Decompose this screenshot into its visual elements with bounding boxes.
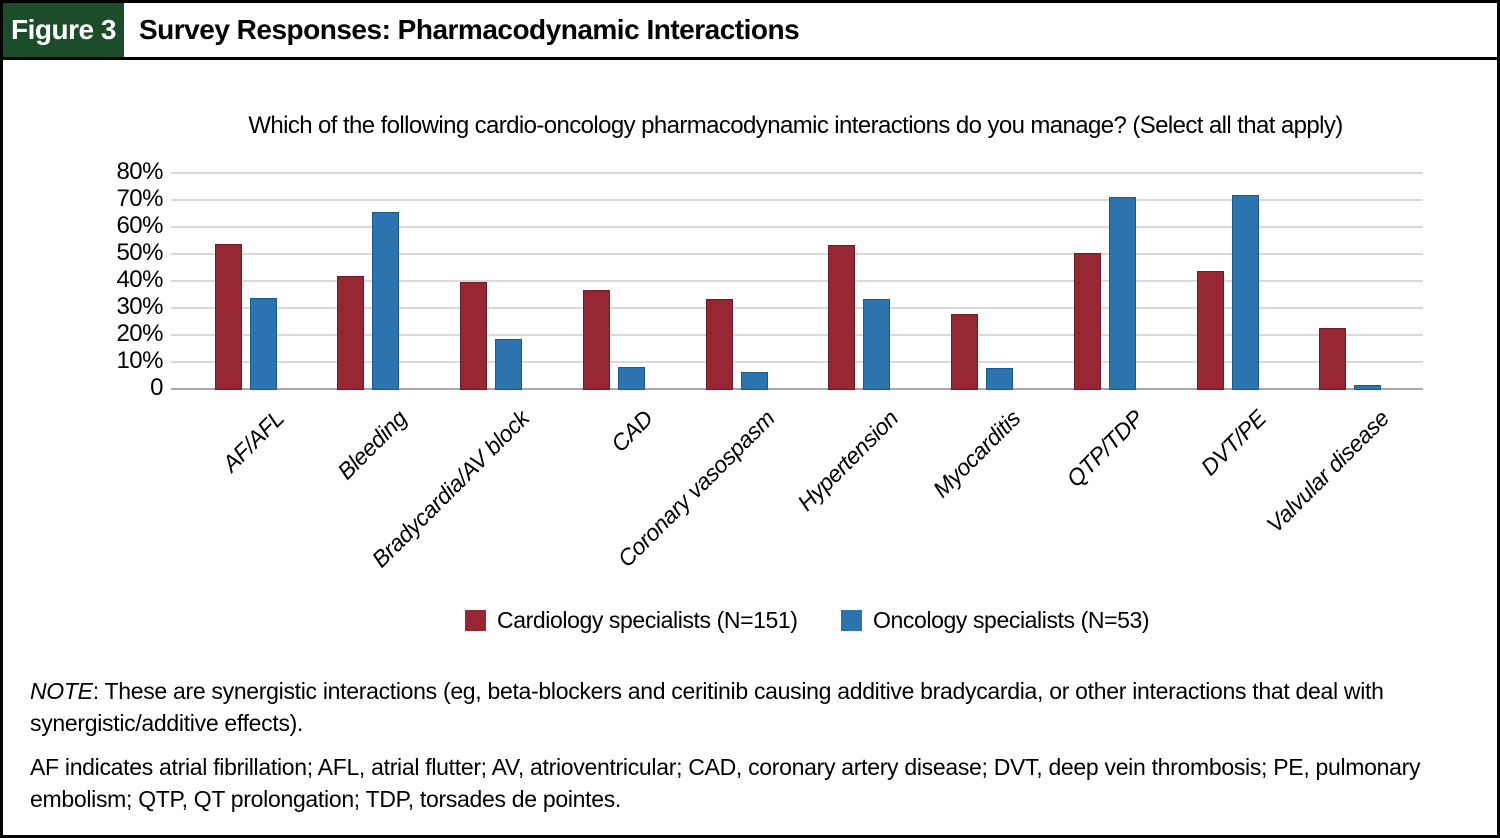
bar-cardiology-bradycardia-av-block	[460, 281, 488, 390]
x-axis-label-cad: CAD	[605, 405, 658, 457]
figure-title: Survey Responses: Pharmacodynamic Intera…	[139, 14, 800, 45]
figure-tag: Figure 3	[3, 3, 124, 57]
bar-oncology-af-afl	[249, 298, 277, 390]
bar-cardiology-bleeding	[337, 276, 365, 390]
x-axis-label-af-afl: AF/AFL	[217, 405, 290, 477]
y-tick-label: 80%	[116, 157, 163, 185]
y-tick-label: 10%	[116, 346, 163, 374]
bar-cardiology-af-afl	[214, 244, 242, 390]
legend-item-oncology: Oncology specialists (N=53)	[841, 607, 1150, 634]
note-body: : These are synergistic interactions (eg…	[30, 678, 1384, 736]
x-axis-label-bleeding: Bleeding	[332, 405, 412, 485]
x-axis-label-myocarditis: Myocarditis	[927, 405, 1026, 503]
bar-cardiology-coronary-vasospasm	[705, 299, 733, 390]
bar-cardiology-valvular-disease	[1319, 327, 1347, 390]
bar-oncology-cad	[617, 367, 645, 390]
bar-cardiology-cad	[582, 290, 610, 390]
y-tick-label: 70%	[116, 184, 163, 212]
y-tick-label: 40%	[116, 265, 163, 293]
bar-cardiology-dvt-pe	[1196, 271, 1224, 390]
x-axis-label-dvt-pe: DVT/PE	[1195, 405, 1271, 481]
note-text: NOTE: These are synergistic interactions…	[30, 675, 1450, 739]
bar-cardiology-hypertension	[828, 245, 856, 390]
note-label: NOTE	[30, 678, 93, 704]
legend-label: Cardiology specialists (N=151)	[497, 607, 798, 633]
abbreviation-text: AF indicates atrial fibrillation; AFL, a…	[30, 754, 1421, 812]
gridline-80	[171, 171, 1423, 174]
y-tick-label: 20%	[116, 319, 163, 347]
figure-body: Which of the following cardio-oncology p…	[3, 60, 1497, 835]
gridline-20	[171, 333, 1423, 336]
bar-cardiology-qtp-tdp	[1073, 253, 1101, 390]
y-tick-label: 0	[150, 374, 163, 401]
legend-item-cardiology: Cardiology specialists (N=151)	[465, 607, 798, 634]
chart-title: Which of the following cardio-oncology p…	[248, 112, 1343, 139]
bar-oncology-bradycardia-av-block	[495, 338, 523, 390]
bar-oncology-bleeding	[372, 211, 400, 390]
y-tick-label: 60%	[116, 211, 163, 239]
gridline-30	[171, 306, 1423, 309]
bar-oncology-coronary-vasospasm	[740, 372, 768, 390]
bar-cardiology-myocarditis	[951, 314, 978, 390]
bar-oncology-myocarditis	[986, 368, 1013, 390]
gridline-60	[171, 225, 1423, 228]
gridline-50	[171, 252, 1423, 255]
bar-oncology-valvular-disease	[1354, 384, 1382, 390]
legend-swatch-oncology	[841, 610, 862, 631]
gridline-40	[171, 279, 1423, 282]
legend-swatch-cardiology	[465, 610, 486, 631]
y-tick-label: 50%	[116, 238, 163, 266]
figure-header: Figure 3 Survey Responses: Pharmacodynam…	[3, 3, 1497, 60]
bar-oncology-qtp-tdp	[1108, 196, 1136, 390]
gridline-70	[171, 198, 1423, 201]
x-axis-label-qtp-tdp: QTP/TDP	[1061, 405, 1149, 492]
x-axis-label-valvular-disease: Valvular disease	[1260, 405, 1394, 538]
legend-label: Oncology specialists (N=53)	[873, 607, 1150, 633]
bar-oncology-dvt-pe	[1231, 195, 1259, 390]
gridline-0	[171, 388, 1423, 390]
gridline-10	[171, 360, 1423, 363]
x-axis-label-hypertension: Hypertension	[791, 405, 903, 516]
bar-oncology-hypertension	[863, 299, 891, 390]
y-tick-label: 30%	[116, 292, 163, 320]
